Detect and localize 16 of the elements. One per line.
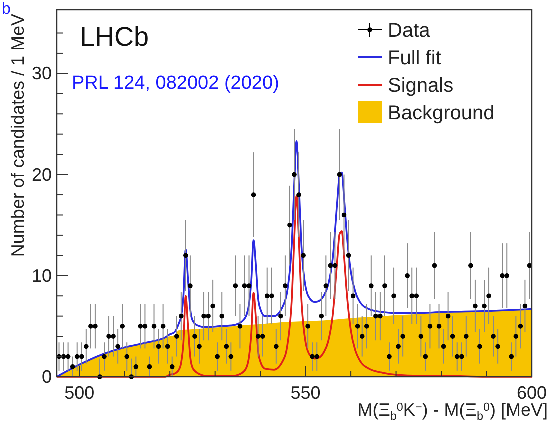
y-axis-title: Number of candidates / 1 MeV [8, 14, 28, 258]
text: b [2, 1, 11, 18]
y-tick-label: 10 [32, 266, 52, 286]
y-tick-label: 20 [32, 164, 52, 185]
y-tick-label: 30 [32, 64, 52, 84]
x-tick-label: 600 [516, 383, 548, 403]
text: M(Ξ$_{b}$$^{0}$K$^{−}$) - M(Ξ$_{b}$$^{0}$) [MeV] [358, 400, 548, 423]
legend-label: Signals [388, 75, 454, 97]
annotation: LHCb [80, 22, 150, 52]
x-tick-label: 500 [64, 383, 95, 403]
legend-label: Background [388, 102, 495, 124]
legend-label: Full fit [388, 48, 442, 70]
annotation: PRL 124, 082002 (2020) [72, 73, 280, 94]
legend-label: Data [388, 20, 432, 42]
y-tick-label: 0 [42, 367, 52, 387]
x-tick-label: 550 [290, 383, 321, 403]
